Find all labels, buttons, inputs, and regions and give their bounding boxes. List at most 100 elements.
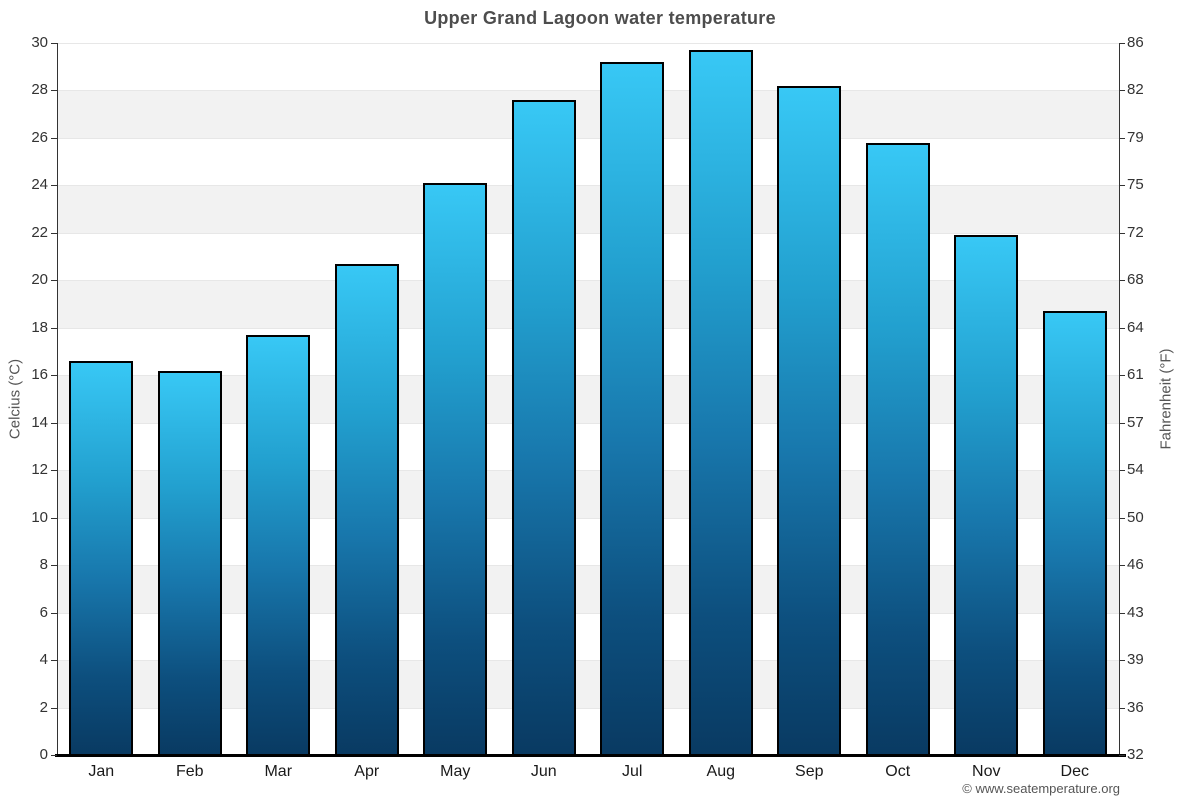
y-axis-line-left xyxy=(57,43,58,755)
bar-slot-jan xyxy=(57,43,146,755)
grid-band xyxy=(57,280,1119,328)
bar-slot-sep xyxy=(765,43,854,755)
x-label-feb: Feb xyxy=(175,763,204,780)
grid-band xyxy=(57,232,1119,281)
x-label-apr: Apr xyxy=(354,763,380,780)
tick-mark xyxy=(1119,137,1125,139)
x-label-jul: Jul xyxy=(622,763,643,780)
tick-mark xyxy=(1119,90,1125,92)
tick-mark xyxy=(51,660,57,662)
y-tick-fahrenheit-57: 57 xyxy=(1127,413,1144,431)
bar-slot-apr xyxy=(323,43,412,755)
bar-jul[interactable] xyxy=(600,62,665,755)
x-label-jun: Jun xyxy=(530,763,557,780)
y-tick-celsius-28: 28 xyxy=(31,81,48,99)
tick-mark xyxy=(1119,43,1125,44)
grid-band xyxy=(57,422,1119,471)
y-tick-celsius-18: 18 xyxy=(31,318,48,336)
tick-mark xyxy=(51,375,57,377)
tick-mark xyxy=(51,422,57,424)
y-tick-celsius-20: 20 xyxy=(31,271,48,289)
plot-area xyxy=(57,43,1119,755)
y-axis-title-fahrenheit: Fahrenheit (°F) xyxy=(1157,348,1175,450)
bar-mar[interactable] xyxy=(246,335,311,755)
y-tick-fahrenheit-39: 39 xyxy=(1127,651,1144,669)
y-tick-celsius-26: 26 xyxy=(31,128,48,146)
bar-oct[interactable] xyxy=(865,143,930,755)
y-axis-line-right xyxy=(1119,43,1120,755)
bar-nov[interactable] xyxy=(954,235,1019,755)
y-tick-celsius-4: 4 xyxy=(39,651,48,669)
tick-mark xyxy=(1119,517,1125,519)
watermark-link[interactable]: © www.seatemperature.org xyxy=(962,781,1120,796)
tick-mark xyxy=(51,232,57,234)
tick-mark xyxy=(1119,422,1125,424)
tick-mark xyxy=(51,707,57,709)
tick-mark xyxy=(1119,327,1125,329)
bar-slot-mar xyxy=(234,43,323,755)
grid-band xyxy=(57,90,1119,138)
y-tick-fahrenheit-72: 72 xyxy=(1127,223,1144,241)
y-tick-celsius-16: 16 xyxy=(31,366,48,384)
x-label-aug: Aug xyxy=(706,763,735,780)
y-tick-celsius-6: 6 xyxy=(39,603,48,621)
y-tick-celsius-30: 30 xyxy=(31,34,48,51)
tick-mark xyxy=(1119,755,1125,756)
tick-mark xyxy=(1119,707,1125,709)
grid-band xyxy=(57,517,1119,566)
bar-slot-dec xyxy=(1031,43,1120,755)
chart-title: Upper Grand Lagoon water temperature xyxy=(424,8,776,28)
grid-band xyxy=(57,612,1119,661)
tick-mark xyxy=(1119,375,1125,377)
x-axis-labels: Jan Feb Mar Apr May Jun Jul Aug Sep Oct Nov Dec xyxy=(57,763,1119,781)
bar-apr[interactable] xyxy=(334,264,399,755)
x-label-mar: Mar xyxy=(264,763,293,780)
x-label-may: May xyxy=(440,763,471,780)
tick-mark xyxy=(1119,232,1125,234)
grid-band xyxy=(57,375,1119,423)
y-tick-fahrenheit-75: 75 xyxy=(1127,176,1144,194)
tick-mark xyxy=(51,43,57,44)
y-tick-celsius-22: 22 xyxy=(31,223,48,241)
tick-mark xyxy=(1119,660,1125,662)
x-label-sep: Sep xyxy=(795,763,824,780)
grid-band xyxy=(57,565,1119,613)
x-label-jan: Jan xyxy=(88,763,115,780)
x-label-nov: Nov xyxy=(972,763,1001,780)
tick-mark xyxy=(51,90,57,92)
x-axis-line xyxy=(55,754,1126,757)
tick-mark xyxy=(1119,565,1125,567)
y-tick-celsius-24: 24 xyxy=(31,176,48,194)
bar-jun[interactable] xyxy=(511,100,576,755)
tick-mark xyxy=(51,137,57,139)
bar-slot-nov xyxy=(942,43,1031,755)
bar-dec[interactable] xyxy=(1042,311,1107,755)
grid-band xyxy=(57,43,1119,91)
bar-slot-feb xyxy=(146,43,235,755)
y-tick-fahrenheit-50: 50 xyxy=(1127,508,1144,526)
tick-mark xyxy=(51,755,57,756)
grid-band xyxy=(57,660,1119,708)
tick-mark xyxy=(51,327,57,329)
bar-sep[interactable] xyxy=(777,86,842,755)
y-tick-celsius-10: 10 xyxy=(31,508,48,526)
y-tick-fahrenheit-79: 79 xyxy=(1127,128,1144,146)
tick-mark xyxy=(1119,612,1125,614)
x-label-dec: Dec xyxy=(1060,763,1089,780)
y-tick-fahrenheit-32: 32 xyxy=(1127,746,1144,763)
y-tick-fahrenheit-61: 61 xyxy=(1127,366,1144,384)
grid-band xyxy=(57,470,1119,518)
y-tick-fahrenheit-54: 54 xyxy=(1127,461,1144,479)
bar-series xyxy=(57,43,1119,755)
bar-feb[interactable] xyxy=(157,371,222,755)
y-tick-fahrenheit-43: 43 xyxy=(1127,603,1144,621)
bar-jan[interactable] xyxy=(69,361,134,755)
y-tick-fahrenheit-64: 64 xyxy=(1127,318,1144,336)
bar-may[interactable] xyxy=(423,183,488,755)
tick-mark xyxy=(51,185,57,187)
bar-aug[interactable] xyxy=(688,50,753,755)
grid-band xyxy=(57,185,1119,233)
tick-mark xyxy=(1119,280,1125,282)
bar-slot-jul xyxy=(588,43,677,755)
